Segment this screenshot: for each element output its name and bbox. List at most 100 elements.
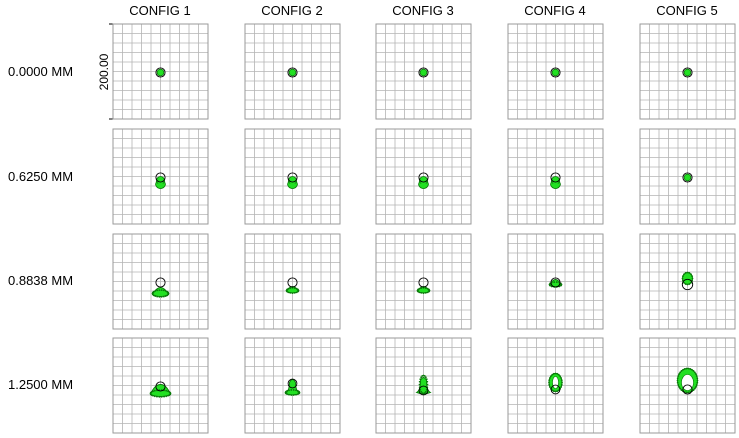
ray-hit (691, 275, 693, 277)
ray-hit (561, 379, 563, 381)
ray-hit (163, 396, 165, 398)
ray-hit (297, 393, 299, 395)
ray-hit (685, 272, 687, 274)
spot-panel (640, 338, 735, 433)
ray-hit (679, 372, 681, 374)
ray-hit (165, 390, 167, 392)
ray-hit (692, 278, 694, 280)
spot-panels (113, 24, 735, 433)
row-label-field-2: 0.6250 MM (8, 169, 73, 184)
spot-panel (376, 129, 471, 224)
spot-panel (113, 24, 208, 119)
spot-panel (245, 129, 340, 224)
spot-panel (113, 129, 208, 224)
ray-hit (682, 369, 684, 371)
ray-hit (689, 272, 691, 274)
ray-hit (167, 292, 169, 294)
spot-point (289, 177, 297, 185)
ray-hit (696, 384, 698, 386)
spot-bell (285, 379, 301, 396)
spot-point (420, 69, 427, 76)
spot-panel (508, 24, 603, 119)
ray-hit (419, 384, 421, 386)
ray-hit (678, 373, 680, 375)
spot-panel (508, 129, 603, 224)
ray-hit (425, 292, 427, 294)
ray-hit (425, 287, 427, 289)
ray-hit (288, 394, 290, 396)
ray-hit (158, 289, 160, 291)
ray-hit (152, 390, 154, 392)
spot-shape (153, 288, 169, 297)
ray-hit (687, 272, 689, 274)
ray-hit (685, 283, 687, 285)
ray-hit (560, 285, 562, 287)
spot-shape (551, 184, 561, 189)
ray-hit (555, 391, 557, 393)
ray-hit (559, 375, 561, 377)
ray-hit (290, 389, 292, 391)
ray-hit (694, 388, 696, 390)
spot-panel (508, 234, 603, 329)
spot-panel (245, 234, 340, 329)
ray-hit (427, 291, 429, 293)
spot-dot (156, 68, 165, 77)
ray-hit (681, 389, 683, 391)
spot-point (552, 177, 560, 185)
column-labels: CONFIG 1 CONFIG 2 CONFIG 3 CONFIG 4 CONF… (129, 3, 717, 18)
ray-hit (553, 281, 555, 283)
spot-ring-large (677, 368, 699, 394)
ray-hit (294, 292, 296, 294)
ray-hit (683, 273, 685, 275)
spot-panel (640, 24, 735, 119)
ray-hit (156, 296, 158, 298)
spot-dot (419, 68, 428, 77)
ray-hit (292, 292, 294, 294)
ray-hit (163, 290, 165, 292)
ray-hit (167, 395, 169, 397)
ray-hit (697, 380, 699, 382)
ray-hit (287, 288, 289, 290)
ray-hit (295, 389, 297, 391)
spot-panel (376, 338, 471, 433)
spot-panel (113, 338, 208, 433)
spot-panel (376, 24, 471, 119)
spot-dot (683, 173, 692, 182)
ray-hit (550, 375, 552, 377)
ray-hit (551, 374, 553, 376)
ray-hit (293, 394, 295, 396)
ray-hit (690, 273, 692, 275)
ray-hit (163, 296, 165, 298)
spot-flare (150, 382, 172, 398)
ray-hit (428, 289, 430, 291)
ray-hit (677, 380, 679, 382)
column-label-config-5: CONFIG 5 (656, 3, 717, 18)
spot-shape (419, 184, 429, 189)
ray-hit (289, 287, 291, 289)
spot-panel (245, 338, 340, 433)
spot-panel (508, 338, 603, 433)
row-label-field-3: 0.8838 MM (8, 273, 73, 288)
spot-shape (286, 380, 300, 396)
ray-hit (293, 389, 295, 391)
ray-hit (556, 281, 558, 283)
ray-hit (161, 296, 163, 298)
ray-hit (165, 295, 167, 297)
ray-hit (693, 389, 695, 391)
ray-hit (556, 373, 558, 375)
ray-hit (684, 368, 686, 370)
ray-hit (561, 382, 563, 384)
ray-hit (688, 368, 690, 370)
ray-hit (677, 377, 679, 379)
spot-ring-tall (548, 373, 563, 394)
ray-hit (154, 290, 156, 292)
ray-hit (426, 378, 428, 380)
ray-hit (689, 283, 691, 285)
scale-label: 200.00 (97, 53, 111, 90)
ray-hit (169, 392, 171, 394)
ray-hit (686, 392, 688, 394)
ray-hit (556, 390, 558, 392)
ray-hit (298, 391, 300, 393)
ray-hit (561, 384, 563, 386)
spot-shape (288, 184, 298, 189)
